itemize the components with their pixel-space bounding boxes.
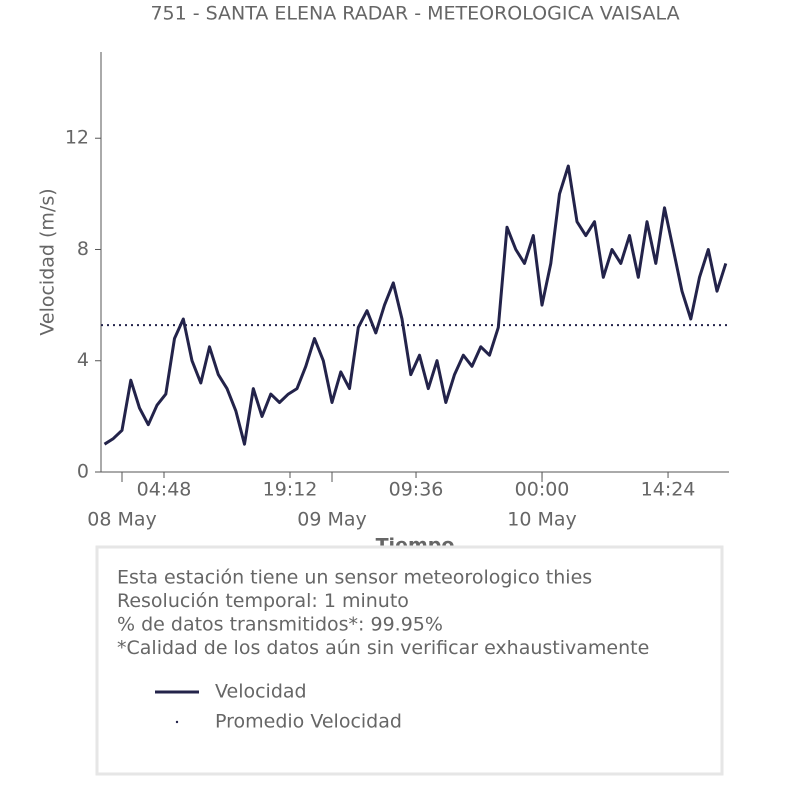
x-tick-label: 14:24 bbox=[641, 479, 696, 501]
info-box bbox=[95, 545, 724, 776]
note: Resolución temporal: 1 minuto bbox=[117, 590, 409, 612]
x-major-tick-label: 08 May bbox=[87, 509, 157, 531]
y-axis-label: Velocidad (m/s) bbox=[37, 188, 59, 335]
chart-title: 751 - SANTA ELENA RADAR - METEOROLOGICA … bbox=[150, 3, 679, 25]
x-tick-label: 00:00 bbox=[515, 479, 570, 501]
legend-label: Velocidad bbox=[215, 681, 307, 703]
y-tick-label: 0 bbox=[77, 461, 89, 483]
x-tick-label: 04:48 bbox=[137, 479, 192, 501]
y-tick-label: 12 bbox=[65, 127, 89, 149]
y-tick-label: 4 bbox=[77, 349, 89, 371]
note: Esta estación tiene un sensor meteorolog… bbox=[117, 567, 592, 589]
x-major-tick-label: 09 May bbox=[297, 509, 367, 531]
line-series bbox=[103, 164, 728, 446]
y-tick-label: 8 bbox=[77, 238, 89, 260]
x-tick-label: 19:12 bbox=[263, 479, 318, 501]
x-major-tick-label: 10 May bbox=[507, 509, 577, 531]
legend-label: Promedio Velocidad bbox=[215, 711, 402, 733]
note: *Calidad de los datos aún sin verificar … bbox=[117, 637, 649, 659]
x-tick-label: 09:36 bbox=[389, 479, 444, 501]
legend-swatch bbox=[175, 720, 179, 724]
note: % de datos transmitidos*: 99.95% bbox=[117, 614, 443, 636]
